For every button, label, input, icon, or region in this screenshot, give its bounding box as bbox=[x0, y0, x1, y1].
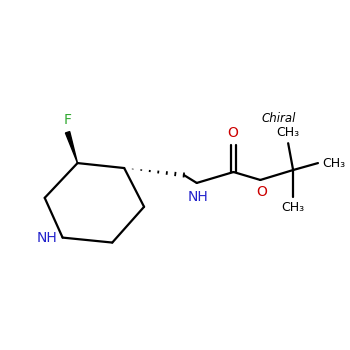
Text: Chiral: Chiral bbox=[261, 112, 295, 125]
Text: O: O bbox=[227, 126, 238, 140]
Text: NH: NH bbox=[187, 190, 208, 204]
Text: NH: NH bbox=[37, 231, 58, 245]
Polygon shape bbox=[65, 132, 77, 163]
Text: CH₃: CH₃ bbox=[276, 126, 300, 139]
Text: F: F bbox=[64, 113, 71, 127]
Text: CH₃: CH₃ bbox=[322, 156, 345, 170]
Text: O: O bbox=[256, 185, 267, 199]
Text: CH₃: CH₃ bbox=[281, 201, 305, 214]
